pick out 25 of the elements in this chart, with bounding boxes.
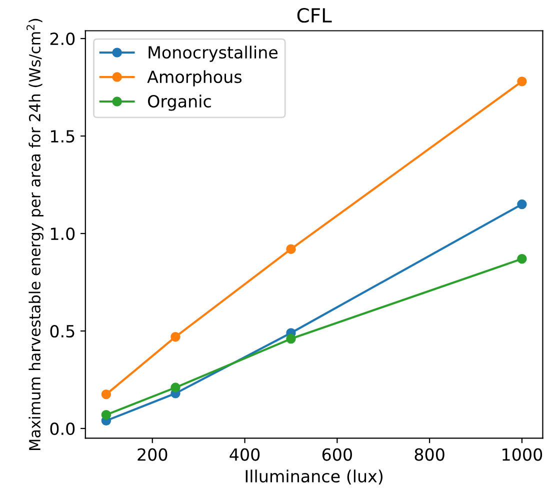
y-tick-label: 0.5 — [50, 324, 74, 338]
x-tick-label: 1000 — [502, 448, 542, 461]
point — [101, 389, 112, 400]
point — [517, 76, 527, 86]
x-axis-title: Illuminance (lux) — [246, 470, 382, 484]
y-tick-label: 1.0 — [51, 227, 75, 240]
y-tick-label: 0.0 — [50, 422, 75, 436]
y-axis-title: Maximum harvestable energy per area for 24h (Ws/cm$^{2}$) — [26, 18, 44, 450]
x-tick-label: 400 — [230, 448, 260, 461]
x-tick-label: 600 — [322, 448, 352, 461]
x-tick-label: 800 — [414, 448, 444, 461]
y-tick-label: 1.5 — [51, 130, 74, 143]
point — [517, 199, 527, 210]
y-tick-label: 2.0 — [50, 32, 75, 46]
point — [286, 244, 296, 254]
point — [101, 410, 112, 420]
legend-label: Amorphous — [147, 70, 242, 86]
x-tick-label: 200 — [138, 448, 168, 461]
point — [170, 332, 180, 342]
point — [170, 382, 180, 392]
point — [286, 334, 296, 344]
chart-title: CFL — [297, 8, 332, 23]
point — [517, 254, 527, 264]
legend-label: Monocrystalline — [148, 46, 278, 62]
legend-label: Organic — [148, 94, 211, 111]
